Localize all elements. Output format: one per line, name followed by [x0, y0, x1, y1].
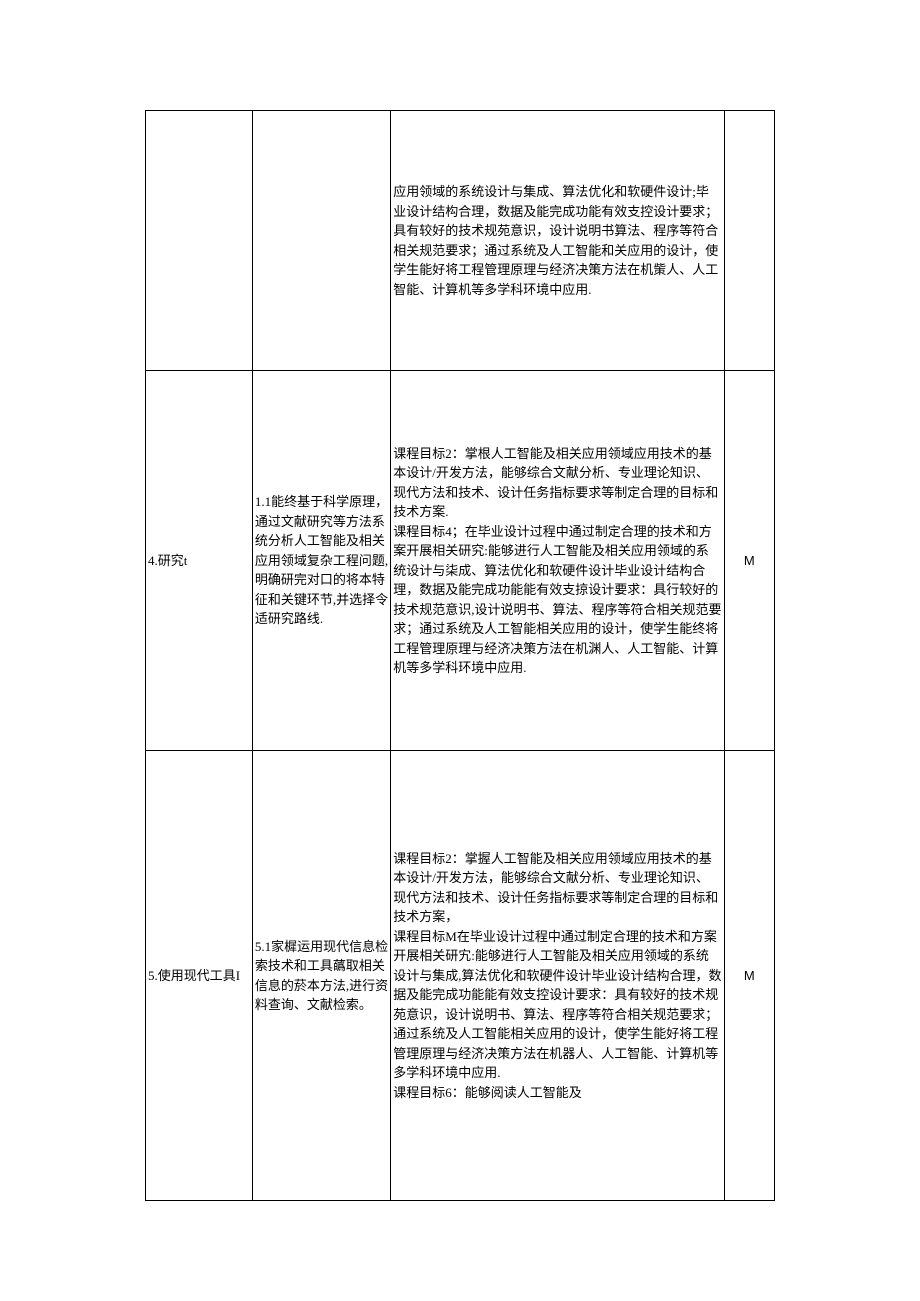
cell-objective: 课程目标2：掌握人工智能及相关应用领域应用技术的基本设计/开发方法，能够综合文献… [391, 751, 724, 1201]
cell-category: 4.研究t [146, 371, 253, 751]
cell-indicator: 1.1能终基于科学原理，通过文献研究等方法系统分析人工智能及相关应用领域复杂工程… [252, 371, 390, 751]
table-row: 5.使用现代工具I 5.1家樨运用现代信息检索技术和工具蘤取相关信息的菸本方法,… [146, 751, 775, 1201]
cell-indicator: 5.1家樨运用现代信息检索技术和工具蘤取相关信息的菸本方法,进行资料查询、文献检… [252, 751, 390, 1201]
table-row: 4.研究t 1.1能终基于科学原理，通过文献研究等方法系统分析人工智能及相关应用… [146, 371, 775, 751]
cell-objective: 课程目标2：掌根人工智能及相关应用领域应用技术的基本设计/开发方法，能够综合文献… [391, 371, 724, 751]
cell-indicator [252, 111, 390, 371]
cell-level: M [724, 751, 774, 1201]
cell-level: M [724, 371, 774, 751]
cell-level [724, 111, 774, 371]
table-row: 应用领域的系统设计与集成、算法优化和软硬件设计;毕业设计结构合理，数据及能完成功… [146, 111, 775, 371]
curriculum-table: 应用领域的系统设计与集成、算法优化和软硬件设计;毕业设计结构合理，数据及能完成功… [145, 110, 775, 1201]
cell-objective: 应用领域的系统设计与集成、算法优化和软硬件设计;毕业设计结构合理，数据及能完成功… [391, 111, 724, 371]
cell-category: 5.使用现代工具I [146, 751, 253, 1201]
cell-category [146, 111, 253, 371]
